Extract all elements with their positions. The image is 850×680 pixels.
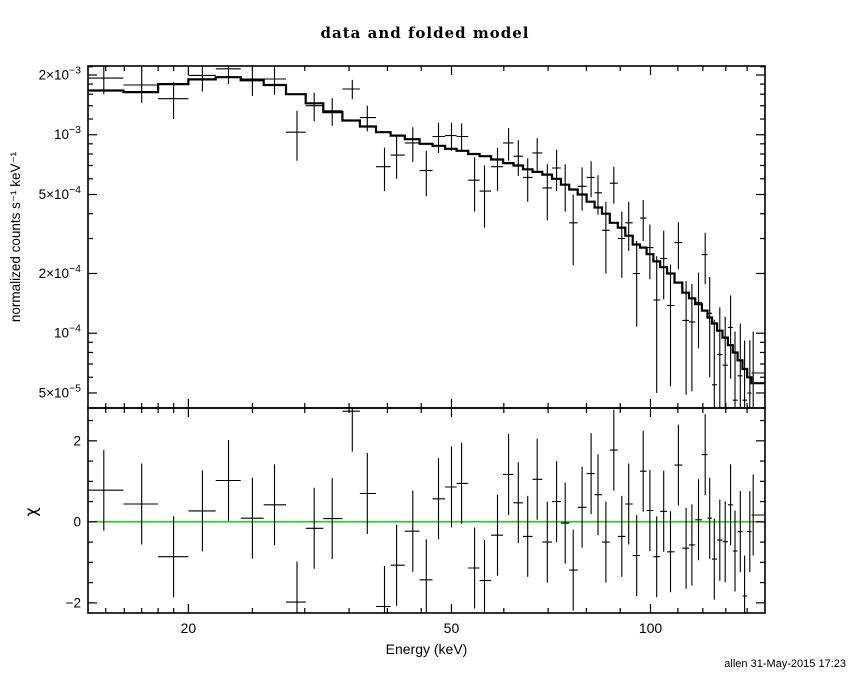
svg-text:2: 2 [73,433,81,448]
svg-text:100: 100 [639,620,663,636]
svg-text:−2: −2 [66,595,81,610]
tick-labels: 2×10−310−35×10−42×10−410−45×10−520−220 50… [39,64,663,636]
plot-title: data and folded model [320,24,530,42]
timestamp-stamp: allen 31-May-2015 17:23 [724,658,846,670]
svg-text:10−3: 10−3 [54,124,81,142]
svg-text:2×10−4: 2×10−4 [39,263,82,281]
svg-text:20: 20 [181,620,197,636]
chi-residual-crosses [88,408,765,613]
svg-text:10−4: 10−4 [54,323,81,341]
data-errorbar-crosses [88,66,765,408]
y-axis-label-top: normalized counts s⁻¹ keV⁻¹ [8,151,23,323]
y-axis-label-bottom: χ [21,507,41,517]
bottom-panel-frame [87,407,766,614]
svg-text:50: 50 [444,620,460,636]
svg-text:0: 0 [73,514,81,529]
svg-text:2×10−3: 2×10−3 [39,64,82,82]
x-axis-label: Energy (keV) [385,641,468,657]
svg-text:5×10−4: 5×10−4 [39,184,82,202]
axis-ticks [88,66,765,613]
svg-text:5×10−5: 5×10−5 [39,382,82,400]
folded-model-step-line [88,76,765,385]
